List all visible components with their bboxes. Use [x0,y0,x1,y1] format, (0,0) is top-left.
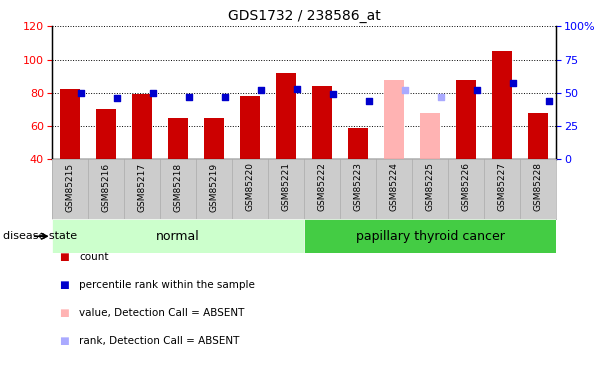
Text: rank, Detection Call = ABSENT: rank, Detection Call = ABSENT [79,336,240,346]
Bar [52,219,304,253]
Text: GSM85217: GSM85217 [137,162,147,211]
Text: GSM85226: GSM85226 [461,162,471,211]
Text: ■: ■ [59,252,69,262]
Bar [528,113,548,159]
Bar [492,51,512,159]
Bar [420,113,440,159]
Bar [276,73,296,159]
Text: ■: ■ [59,280,69,290]
Bar [204,118,224,159]
Bar [132,94,152,159]
Bar [456,80,476,159]
Text: GSM85225: GSM85225 [426,162,435,211]
Point [328,91,338,97]
Text: GSM85220: GSM85220 [246,162,254,211]
Bar [384,80,404,159]
Bar [348,128,368,159]
Text: GSM85218: GSM85218 [173,162,182,211]
Text: GSM85224: GSM85224 [390,162,399,211]
Text: GSM85222: GSM85222 [317,162,326,211]
Point [508,81,518,87]
Bar [240,96,260,159]
Point [220,94,230,100]
Text: ■: ■ [59,308,69,318]
Text: value, Detection Call = ABSENT: value, Detection Call = ABSENT [79,308,244,318]
Point [292,86,302,92]
Text: GSM85228: GSM85228 [534,162,543,211]
Text: ■: ■ [59,336,69,346]
Text: papillary thyroid cancer: papillary thyroid cancer [356,230,505,243]
Text: percentile rank within the sample: percentile rank within the sample [79,280,255,290]
Text: count: count [79,252,109,262]
Point [184,94,193,100]
Text: GSM85221: GSM85221 [282,162,291,211]
Point [400,87,410,93]
Bar [312,86,332,159]
Point [544,98,554,104]
Text: GSM85227: GSM85227 [498,162,506,211]
Point [364,98,374,104]
Text: normal: normal [156,230,199,243]
Point [472,87,482,93]
Point [148,90,157,96]
Text: GDS1732 / 238586_at: GDS1732 / 238586_at [227,9,381,23]
Point [112,95,122,101]
Point [436,94,446,100]
Text: GSM85215: GSM85215 [65,162,74,211]
Text: GSM85223: GSM85223 [354,162,362,211]
Point [256,87,266,93]
Bar [60,90,80,159]
Text: GSM85219: GSM85219 [209,162,218,211]
Text: disease state: disease state [3,231,77,241]
Bar [304,219,556,253]
Point [76,90,86,96]
Text: GSM85216: GSM85216 [102,162,110,211]
Bar [168,118,188,159]
Bar [96,110,116,159]
